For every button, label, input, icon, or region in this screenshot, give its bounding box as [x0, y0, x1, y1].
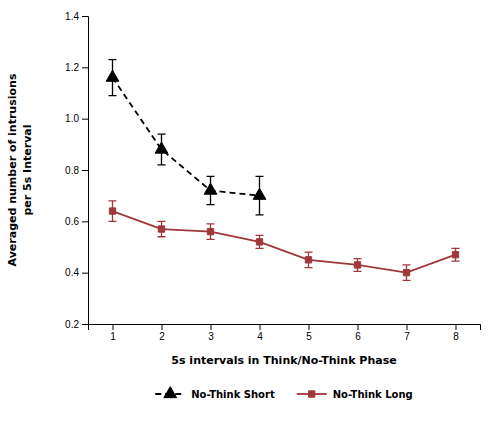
legend-item: No-Think Short	[155, 387, 275, 400]
marker	[305, 257, 311, 263]
marker	[253, 188, 266, 199]
error-bar	[158, 221, 166, 236]
y-axis-tick: 0.2	[65, 319, 88, 330]
y-axis-tick-label: 0.8	[65, 165, 79, 176]
y-axis-tick-label: 0.4	[65, 267, 79, 278]
x-axis-tick: 5	[306, 324, 312, 342]
y-axis-title-line: per 5s Interval	[21, 124, 34, 215]
marker	[403, 270, 409, 276]
plot: 1 2 3 4 5 6 7 8 0.2 0.4 0.6 0.8 1.0 1.2 1.4 5s interval…	[6, 11, 481, 367]
y-axis-title-line: Averaged number of intrusions	[6, 73, 19, 266]
legend-marker	[309, 391, 315, 397]
x-axis-tick-mark	[162, 324, 163, 330]
marker	[155, 142, 168, 153]
x-axis-tick: 1	[110, 324, 116, 342]
x-axis-tick-mark	[113, 324, 114, 330]
legend-label: No-Think Short	[191, 389, 275, 400]
error-bar	[354, 259, 362, 272]
series	[109, 201, 460, 281]
x-axis-title: 5s intervals in Think/No-Think Phase	[171, 354, 396, 367]
marker	[256, 239, 262, 245]
series	[106, 60, 266, 215]
y-axis-title: Averaged number of intrusionsper 5s Inte…	[6, 73, 34, 266]
error-bar	[305, 252, 313, 267]
chart-svg: 1 2 3 4 5 6 7 8 0.2 0.4 0.6 0.8 1.0 1.2 1.4 5s interval…	[0, 0, 500, 424]
marker	[109, 208, 115, 214]
series-line	[113, 211, 456, 273]
y-axis-tick-label: 1.0	[65, 113, 79, 124]
x-axis-tick-mark	[211, 324, 212, 330]
y-axis-tick-mark	[82, 170, 88, 171]
legend-label: No-Think Long	[333, 389, 413, 400]
legend-marker	[164, 387, 177, 398]
x-axis-tick-mark	[260, 324, 261, 330]
x-axis-tick: 8	[453, 324, 459, 342]
y-axis-tick-label: 0.2	[65, 319, 79, 330]
y-axis-tick-mark	[82, 16, 88, 17]
error-bar	[452, 248, 460, 261]
x-axis-tick: 2	[159, 324, 165, 342]
y-axis-tick-label: 1.4	[65, 11, 79, 22]
y-axis-tick: 0.6	[65, 216, 88, 227]
x-axis-tick-mark	[358, 324, 359, 330]
y-axis-tick-mark	[82, 324, 88, 325]
marker	[158, 226, 164, 232]
x-axis-tick-label: 7	[404, 331, 410, 342]
x-axis-tick-mark	[456, 324, 457, 330]
x-axis: 1 2 3 4 5 6 7 8	[89, 324, 481, 342]
x-axis-line	[89, 325, 481, 331]
x-axis-tick-label: 4	[257, 331, 263, 342]
y-axis: 0.2 0.4 0.6 0.8 1.0 1.2 1.4	[65, 11, 88, 330]
x-axis-tick-label: 6	[355, 331, 361, 342]
y-axis-tick-mark	[82, 273, 88, 274]
y-axis-tick: 0.4	[65, 267, 88, 278]
y-axis-tick: 0.8	[65, 165, 88, 176]
marker	[106, 70, 119, 81]
y-axis-tick-mark	[82, 119, 88, 120]
data	[106, 60, 459, 281]
series-line	[113, 78, 260, 196]
y-axis-tick: 1.0	[65, 113, 88, 124]
marker	[207, 228, 213, 234]
y-axis-tick-label: 0.6	[65, 216, 79, 227]
error-bar	[207, 224, 215, 239]
x-axis-tick-mark	[407, 324, 408, 330]
x-axis-tick: 3	[208, 324, 214, 342]
x-axis-tick: 7	[404, 324, 410, 342]
x-axis-tick: 4	[257, 324, 263, 342]
y-axis-line	[82, 17, 89, 325]
y-axis-tick-label: 1.2	[65, 62, 79, 73]
x-axis-tick-label: 3	[208, 331, 214, 342]
y-axis-tick-mark	[82, 221, 88, 222]
legend-item: No-Think Long	[297, 389, 413, 400]
x-axis-tick: 6	[355, 324, 361, 342]
x-axis-tick-label: 2	[159, 331, 165, 342]
marker	[204, 183, 217, 194]
x-axis-tick-label: 1	[110, 331, 116, 342]
x-axis-tick-mark	[309, 324, 310, 330]
marker	[354, 262, 360, 268]
y-axis-tick: 1.4	[65, 11, 88, 22]
x-axis-tick-label: 5	[306, 331, 312, 342]
marker	[452, 252, 458, 258]
x-axis-tick-label: 8	[453, 331, 459, 342]
y-axis-tick-mark	[82, 67, 88, 68]
error-bar	[256, 235, 264, 248]
legend: No-Think Short No-Think Long	[155, 387, 413, 400]
error-bar	[403, 265, 411, 280]
y-axis-tick: 1.2	[65, 62, 88, 73]
error-bar	[109, 201, 117, 222]
